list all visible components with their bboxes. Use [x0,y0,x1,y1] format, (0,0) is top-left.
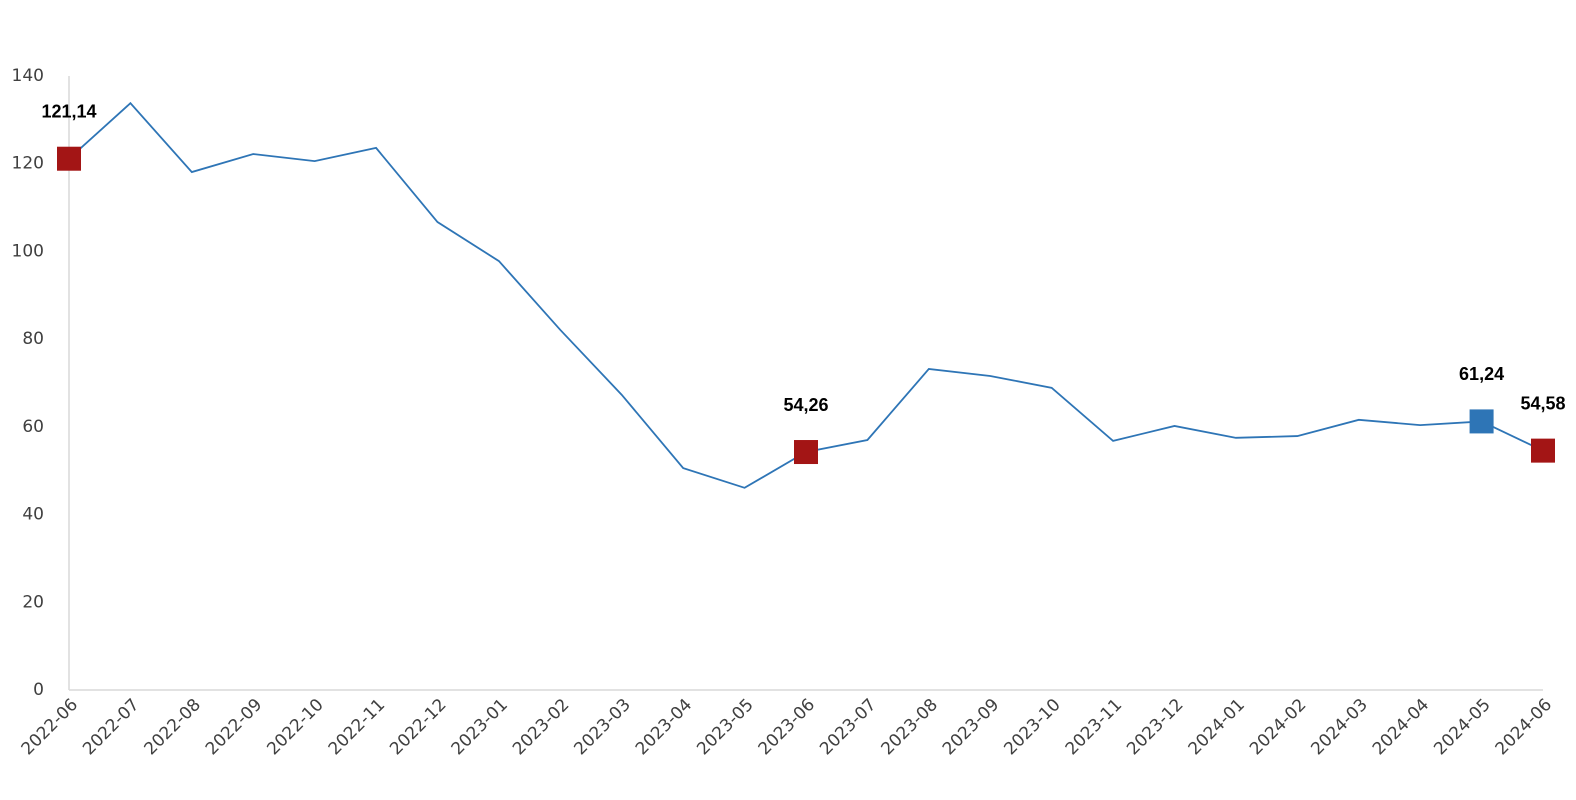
x-tick-label: 2023-02 [509,695,573,759]
marker [1469,409,1494,434]
x-tick-label: 2023-07 [816,695,880,759]
x-tick-label: 2022-07 [79,695,143,759]
value-label: 54,26 [783,395,828,415]
x-tick-label: 2024-01 [1185,695,1249,759]
x-tick-label: 2024-03 [1307,695,1371,759]
x-tick-label: 2023-01 [448,695,512,759]
x-tick-label: 2023-04 [632,695,696,759]
x-tick-label: 2023-11 [1062,695,1126,759]
y-tick-label: 60 [22,417,44,437]
y-tick-label: 0 [33,680,44,700]
marker [1531,438,1555,463]
x-tick-label: 2022-08 [141,695,205,759]
line [68,101,1544,489]
y-tick-label: 120 [12,154,44,174]
x-tick-label: 2023-05 [693,695,757,759]
x-tick-label: 2024-02 [1246,695,1310,759]
x-tick-label: 2023-09 [939,695,1003,759]
x-tick-label: 2023-10 [1000,695,1064,759]
x-tick-label: 2022-09 [202,695,266,759]
x-tick-label: 2022-10 [263,695,327,759]
x-tick-label: 2023-06 [755,695,819,759]
y-tick-label: 100 [12,241,44,261]
x-tick-label: 2023-12 [1123,695,1187,759]
x-tick-label: 2024-04 [1369,695,1433,759]
x-tick-label: 2023-03 [570,695,634,759]
y-tick-label: 20 [22,592,44,612]
marker [794,440,818,465]
value-label: 121,14 [41,101,96,121]
x-tick-label: 2022-11 [325,695,389,759]
y-tick-label: 40 [22,505,44,525]
y-tick-label: 80 [22,329,44,349]
marker [57,146,81,171]
x-tick-label: 2022-12 [386,695,450,759]
x-tick-label: 2024-05 [1430,695,1494,759]
y-tick-label: 140 [12,66,44,86]
x-tick-label: 2022-06 [18,695,82,759]
x-tick-label: 2023-08 [878,695,942,759]
x-tick-label: 2024-06 [1492,695,1556,759]
value-label: 54,58 [1520,393,1565,413]
value-label: 61,24 [1459,364,1504,384]
